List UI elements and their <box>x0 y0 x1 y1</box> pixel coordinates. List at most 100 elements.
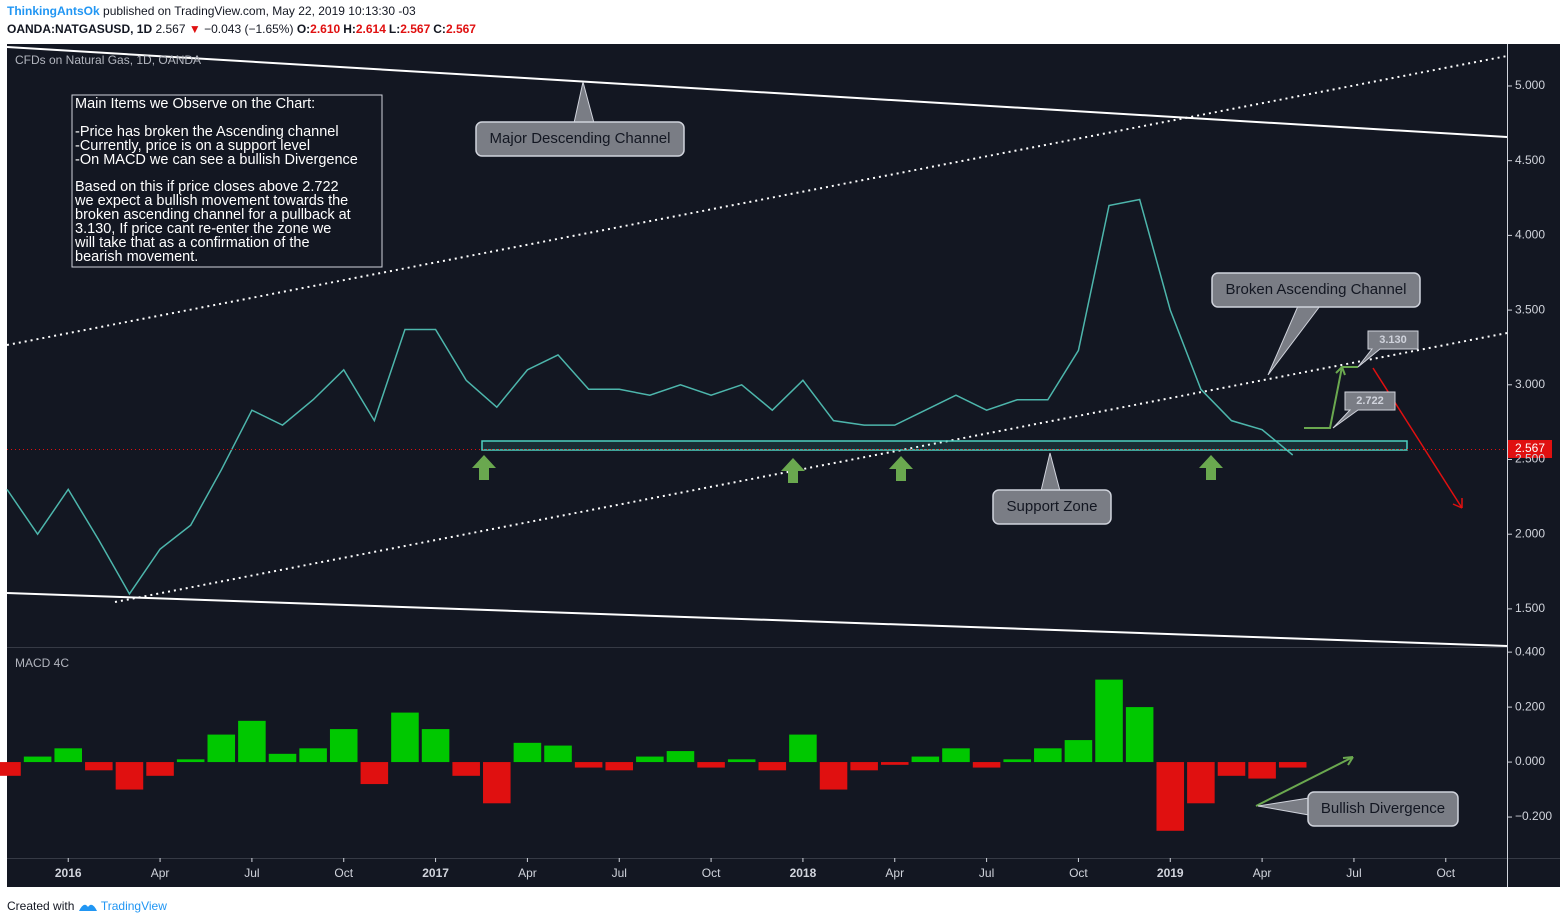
ohlc: O:2.610 H:2.614 L:2.567 C:2.567 <box>297 22 479 36</box>
descending-channel-top <box>6 46 1508 138</box>
tag-shape <box>1332 391 1396 429</box>
note-item: -On MACD we can see a bullish Divergence <box>75 152 358 168</box>
box <box>1307 791 1459 827</box>
note-box: Main Items we Observe on the Chart: -Pric… <box>71 94 383 268</box>
box <box>992 489 1112 525</box>
callout-label: Bullish Divergence <box>1321 800 1445 817</box>
macd-bar <box>1156 762 1185 831</box>
macd-bar <box>176 759 205 763</box>
x-tick-label: Oct <box>702 866 721 880</box>
y-tick-label: 0.200 <box>1515 699 1545 713</box>
ascending-channel-bottom <box>114 332 1508 603</box>
note-line: broken ascending channel for a pullback … <box>75 207 351 223</box>
y-tick-label: 0.000 <box>1515 754 1545 768</box>
box <box>1211 272 1421 308</box>
bearish-arrow <box>1372 367 1463 509</box>
chart: 3.130 2.722 Major Descending Channel Bro… <box>0 44 1560 887</box>
macd-bar <box>789 734 817 763</box>
callout-label: Major Descending Channel <box>490 130 671 147</box>
logo <box>78 904 97 911</box>
y-tick-label: 4.000 <box>1515 228 1545 242</box>
macd-bar <box>697 762 725 768</box>
logo-shape <box>78 904 97 911</box>
footer: Created with TradingView <box>7 899 167 913</box>
note-line: bearish movement. <box>75 249 198 265</box>
arrow <box>781 458 805 483</box>
symbol: OANDA:NATGASUSD, 1D <box>7 22 153 36</box>
macd-bar <box>1064 740 1093 763</box>
note-item: -Price has broken the Ascending channel <box>75 124 339 140</box>
note-heading: Main Items we Observe on the Chart: <box>75 96 315 112</box>
price-pane-title: CFDs on Natural Gas, 1D, OANDA <box>15 53 201 67</box>
last-price: 2.567 <box>155 22 186 36</box>
macd-bar <box>0 762 21 776</box>
x-tick-label: 2019 <box>1157 866 1184 880</box>
y-tick-label: 1.500 <box>1515 601 1545 615</box>
macd-bar <box>1217 762 1246 776</box>
macd-bar <box>1278 762 1307 768</box>
macd-bar <box>666 751 695 763</box>
last-price-label: 2.567 <box>1515 441 1545 455</box>
arrow <box>472 455 496 480</box>
macd-bar <box>1034 748 1062 763</box>
y-tick-label: 4.500 <box>1515 153 1545 167</box>
note-frame <box>71 94 383 268</box>
tag-shape <box>1357 330 1419 368</box>
macd-bar <box>391 712 419 763</box>
x-tick-label: Apr <box>151 866 170 880</box>
y-tick-label: 2.000 <box>1515 526 1545 540</box>
target-tag: 3.130 <box>1357 330 1419 368</box>
ascending-callout: Broken Ascending Channel <box>1211 272 1421 376</box>
ohlc-value: 2.614 <box>355 22 386 36</box>
macd-bar <box>544 745 572 763</box>
macd-bar <box>421 729 450 763</box>
ohlc-label: O: <box>296 22 311 36</box>
macd-bar <box>574 762 603 768</box>
macd-bar <box>207 734 236 763</box>
macd-pane-title: MACD 4C <box>15 656 69 670</box>
y-tick-label: −0.200 <box>1515 809 1552 823</box>
macd-bar <box>911 756 940 763</box>
y-tick-label: 0.400 <box>1515 644 1545 658</box>
box <box>475 121 685 157</box>
macd-bar <box>819 762 848 790</box>
bearish-arrow-head <box>1452 498 1463 509</box>
x-tick-label: Oct <box>334 866 353 880</box>
callout-label: Broken Ascending Channel <box>1226 281 1407 298</box>
divergence-head <box>1342 756 1354 766</box>
last-price-badge <box>1508 440 1552 458</box>
macd-bar <box>268 753 297 763</box>
macd-bar <box>850 762 878 771</box>
ohlc-value: 2.567 <box>400 22 431 36</box>
support-callout: Support Zone <box>992 452 1112 525</box>
x-tick-label: Jul <box>979 866 994 880</box>
note-line: will take that as a confirmation of the <box>74 235 310 251</box>
macd-bar <box>758 762 787 771</box>
footer-created: Created with <box>7 899 75 913</box>
author[interactable]: ThinkingAntsOk <box>7 4 100 18</box>
tag-label: 2.722 <box>1356 395 1384 407</box>
publish-line: ThinkingAntsOk published on TradingView.… <box>7 4 416 18</box>
support-arrows <box>472 455 1223 483</box>
note-line: Based on this if price closes above 2.72… <box>75 179 339 195</box>
symbol-line: OANDA:NATGASUSD, 1D 2.567 ▼ −0.043 (−1.6… <box>7 22 479 36</box>
note-line: we expect a bullish movement towards the <box>74 193 348 209</box>
macd-bar <box>238 720 266 763</box>
macd-bar <box>299 748 327 763</box>
descending-channel-bottom <box>6 592 1508 647</box>
y-tick-label: 3.000 <box>1515 377 1545 391</box>
divergence-callout: Bullish Divergence <box>1257 791 1459 827</box>
tag-label: 3.130 <box>1379 334 1407 346</box>
ohlc-label: C: <box>433 22 446 36</box>
published: published on TradingView.com, May 22, 20… <box>103 4 416 18</box>
divergence-line <box>1255 756 1354 807</box>
x-tick-label: 2017 <box>422 866 449 880</box>
macd-bar <box>605 762 634 771</box>
arrow <box>1199 455 1223 480</box>
footer-brand[interactable]: TradingView <box>100 899 167 913</box>
x-tick-label: Apr <box>518 866 537 880</box>
y-tick-label: 5.000 <box>1515 78 1545 92</box>
note-item: -Currently, price is on a support level <box>75 138 310 154</box>
macd-bar <box>972 762 1001 768</box>
